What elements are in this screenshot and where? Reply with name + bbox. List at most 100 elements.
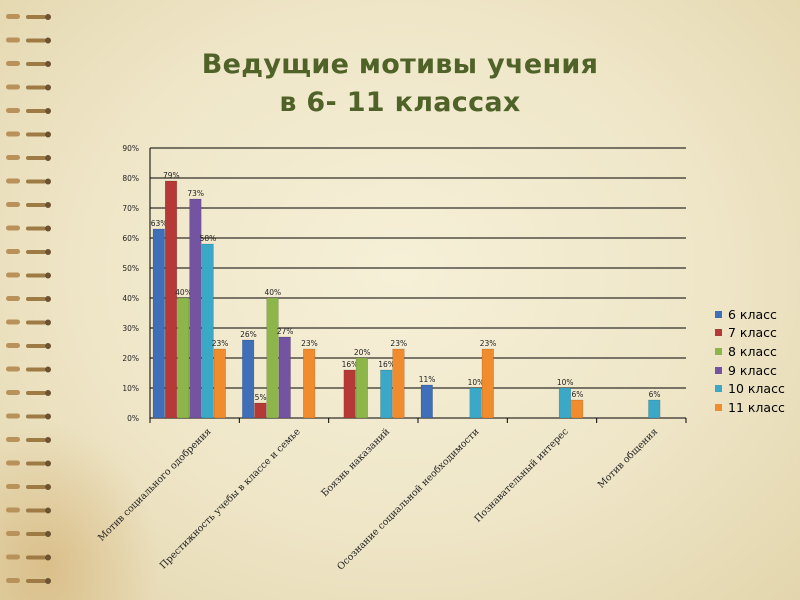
x-category-label: Познавательный интерес [472, 426, 570, 524]
bar-data-label: 23% [480, 339, 497, 348]
y-tick-label: 10% [122, 384, 139, 393]
y-tick-label: 40% [122, 294, 139, 303]
spiral-ring [6, 343, 51, 349]
spiral-ring [6, 578, 51, 584]
bar [648, 399, 661, 419]
spiral-ring [6, 272, 51, 279]
bar-data-label: 16% [378, 360, 395, 369]
bar [242, 339, 255, 419]
bar-data-label: 5% [255, 393, 267, 402]
spiral-ring [6, 531, 51, 537]
bar-data-label: 6% [649, 390, 661, 399]
bar [469, 387, 482, 419]
bar [254, 402, 267, 419]
legend-item: 9 класс [715, 361, 785, 380]
legend-swatch [715, 403, 722, 411]
y-tick-label: 80% [122, 174, 139, 183]
spiral-ring [6, 84, 51, 91]
spiral-ring [6, 554, 51, 561]
spiral-ring [6, 413, 51, 420]
legend-label: 11 класс [728, 399, 785, 415]
chart-legend: 6 класс 7 класс 8 класс 9 класс 10 класс 11 к… [715, 305, 785, 417]
legend-label: 9 класс [728, 362, 777, 378]
spiral-ring [6, 108, 51, 114]
legend-label: 10 класс [728, 381, 785, 397]
spiral-ring [6, 202, 51, 208]
y-tick-label: 30% [122, 324, 139, 333]
spiral-ring [6, 178, 51, 185]
spiral-ring [6, 366, 51, 373]
y-tick-label: 90% [122, 144, 139, 153]
y-tick-label: 60% [122, 234, 139, 243]
bar-data-label: 11% [419, 375, 436, 384]
y-tick-label: 50% [122, 264, 139, 273]
bar-data-label: 23% [301, 339, 318, 348]
bar-data-label: 58% [200, 234, 217, 243]
bar [558, 387, 571, 419]
legend-item: 11 класс [715, 398, 785, 417]
legend-item: 6 класс [715, 305, 785, 324]
bar-data-label: 40% [175, 288, 192, 297]
bar-data-label: 26% [240, 330, 257, 339]
bar-data-label: 73% [187, 189, 204, 198]
spiral-ring [6, 37, 51, 44]
bar-data-label: 27% [277, 327, 294, 336]
legend-swatch [715, 366, 722, 374]
y-tick-label: 70% [122, 204, 139, 213]
spiral-ring [6, 225, 51, 232]
bar [355, 357, 368, 419]
bar [164, 180, 178, 419]
bar [278, 336, 291, 419]
spiral-ring [6, 155, 51, 161]
bar-data-label: 23% [390, 339, 407, 348]
spiral-ring [6, 131, 51, 138]
bar [571, 399, 584, 419]
x-category-label: Боязнь наказаний [319, 426, 392, 499]
spiral-ring [6, 460, 51, 467]
bar-data-label: 6% [571, 390, 583, 399]
y-tick-label: 20% [122, 354, 139, 363]
bar-data-label: 40% [264, 288, 281, 297]
x-category-label: Мотив общения [596, 426, 660, 490]
x-category-label: Престижность учебы в классе и семье [158, 426, 303, 571]
bar [343, 369, 356, 419]
bar [266, 297, 279, 419]
bar-data-label: 63% [151, 219, 168, 228]
spiral-ring [6, 296, 51, 302]
bar-data-label: 10% [468, 378, 485, 387]
bar [189, 198, 202, 419]
spiral-ring [6, 484, 51, 490]
spiral-ring [6, 61, 51, 67]
bar-data-label: 23% [212, 339, 229, 348]
legend-swatch [715, 385, 722, 393]
spiral-ring [6, 249, 51, 255]
bar-data-label: 20% [354, 348, 371, 357]
y-tick-label: 0% [127, 414, 139, 423]
bar [152, 228, 165, 419]
legend-swatch [715, 310, 722, 318]
spiral-ring [6, 437, 51, 443]
bar [177, 297, 190, 419]
legend-label: 6 класс [728, 306, 777, 322]
spiral-ring [6, 507, 51, 514]
slide-title: Ведущие мотивы учения в 6- 11 классах [0, 46, 800, 122]
legend-label: 8 класс [728, 343, 777, 359]
legend-item: 10 класс [715, 379, 785, 398]
spiral-ring [6, 319, 51, 326]
bar-data-label: 16% [342, 360, 359, 369]
bar [420, 384, 433, 419]
bar-data-label: 79% [163, 171, 180, 180]
title-line-1: Ведущие мотивы учения [201, 49, 599, 80]
bar [213, 348, 226, 419]
bar [392, 348, 405, 419]
legend-label: 7 класс [728, 325, 777, 341]
title-line-2: в 6- 11 классах [279, 87, 521, 118]
legend-item: 8 класс [715, 342, 785, 361]
legend-item: 7 класс [715, 324, 785, 343]
legend-swatch [715, 329, 722, 337]
legend-swatch [715, 347, 722, 355]
x-category-label: Осознание социальной необходимости [335, 426, 481, 572]
bar [380, 369, 393, 419]
bar-data-label: 10% [557, 378, 574, 387]
